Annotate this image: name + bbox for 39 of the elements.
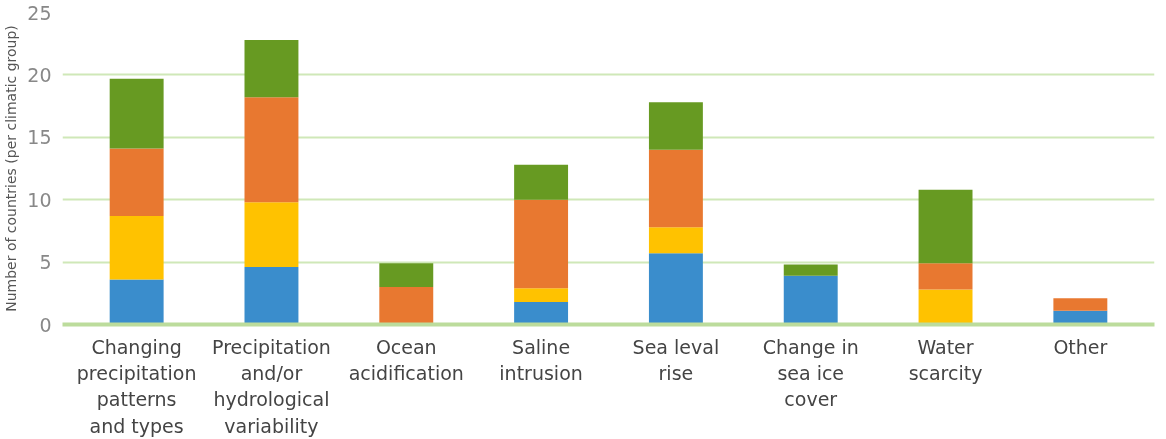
x-tick-label: Precipitation and/or hydrological variability	[212, 335, 331, 437]
bar	[244, 202, 299, 268]
x-tick-label: Water scarcity	[908, 335, 983, 384]
bar	[109, 78, 164, 149]
bar	[648, 227, 703, 254]
y-tick-label: 25	[27, 1, 52, 24]
bar	[783, 275, 838, 325]
x-tick-label: Saline intrusion	[499, 335, 583, 384]
bar	[109, 279, 164, 325]
y-tick-label: 20	[27, 63, 52, 86]
bar	[1053, 298, 1108, 311]
bar	[648, 253, 703, 325]
bar	[648, 149, 703, 228]
bar	[244, 97, 299, 203]
bar	[109, 215, 164, 280]
x-tick-label: Other	[1053, 335, 1108, 358]
y-tick-label: 5	[39, 251, 52, 274]
bar	[244, 267, 299, 325]
bar	[379, 263, 434, 288]
y-tick-label: 0	[39, 313, 52, 336]
bar	[514, 302, 569, 325]
bar	[109, 148, 164, 216]
bar	[379, 287, 434, 325]
bar	[514, 164, 569, 200]
bar	[783, 264, 838, 276]
x-tick-label: Change in sea ice cover	[762, 335, 859, 411]
bar	[648, 102, 703, 150]
x-tick-label: Ocean acidification	[348, 335, 464, 384]
bar	[514, 288, 569, 303]
x-tick-label: Changing precipitation patterns and types	[76, 335, 197, 437]
bar	[918, 289, 973, 325]
x-tick-label: Sea leval rise	[632, 335, 720, 384]
bar	[244, 39, 299, 98]
y-tick-label: 15	[27, 126, 52, 149]
bar	[514, 199, 569, 289]
bar	[918, 263, 973, 290]
y-axis-title: Number of countries (per climatic group)	[3, 25, 20, 312]
bar	[918, 189, 973, 264]
y-tick-label: 10	[27, 188, 52, 211]
